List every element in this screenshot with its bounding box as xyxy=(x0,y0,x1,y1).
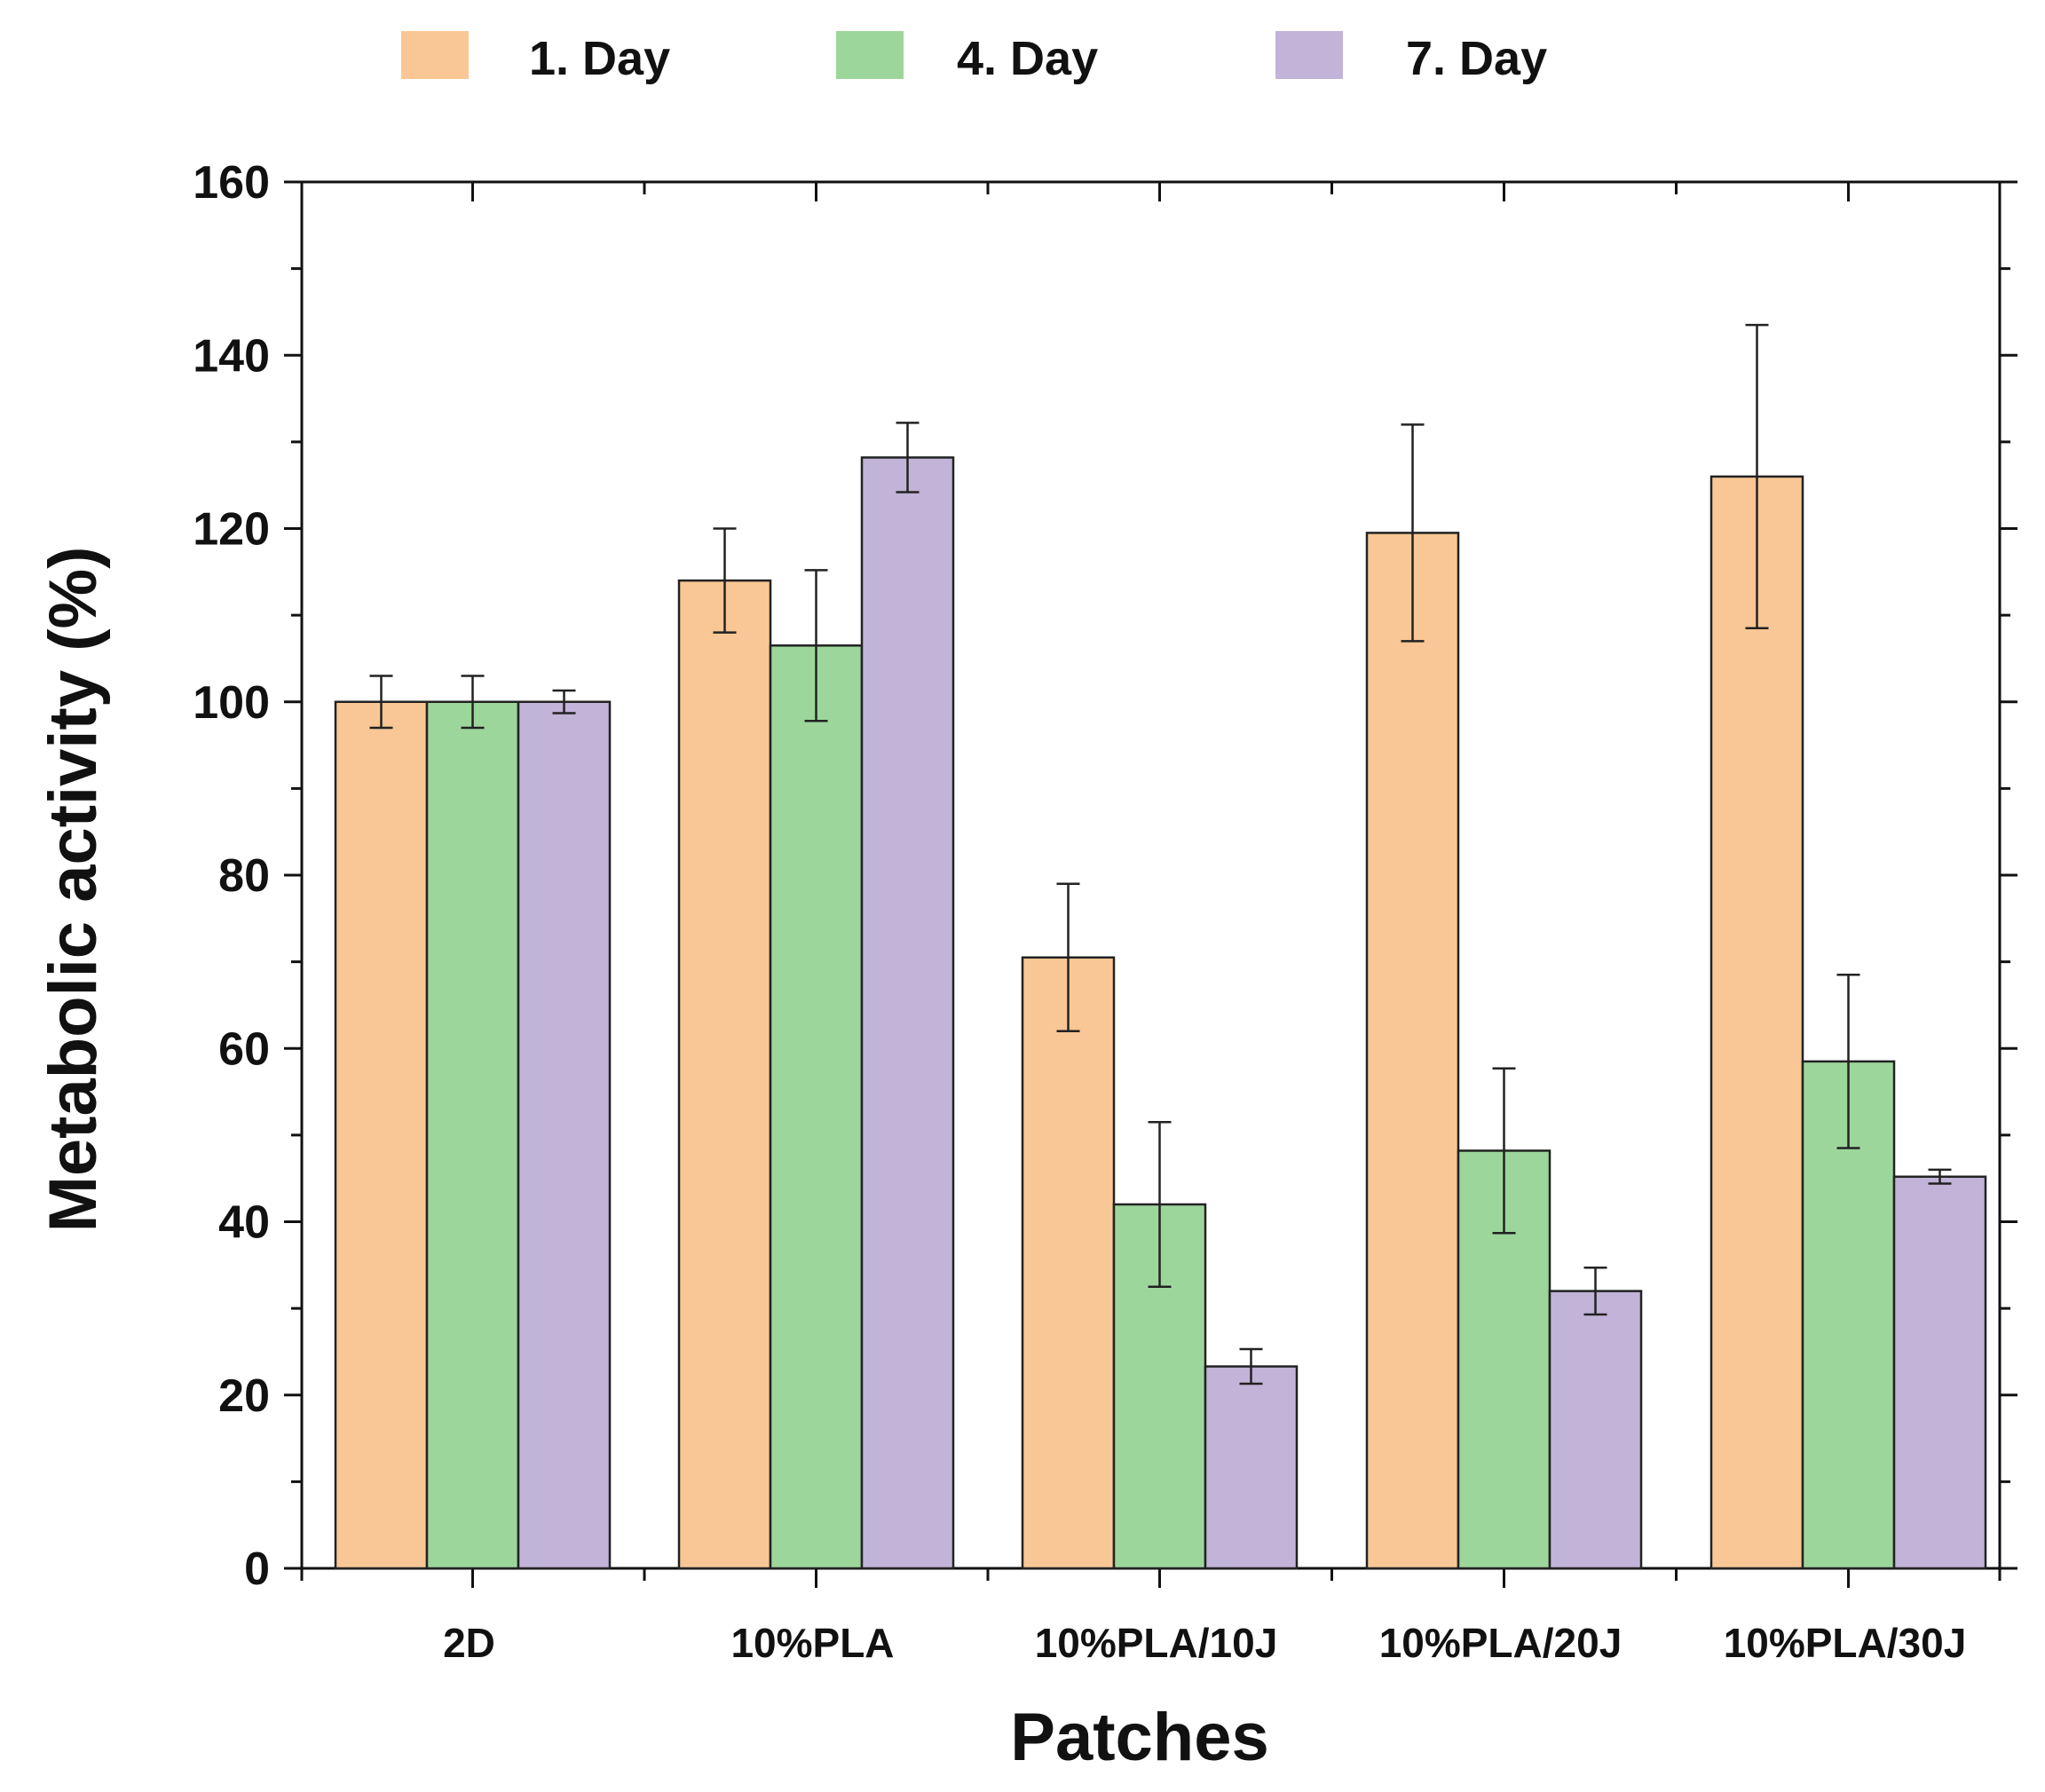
y-tick-label: 0 xyxy=(244,1543,270,1595)
bar xyxy=(860,456,955,1570)
x-tick-label: 2D xyxy=(443,1620,495,1666)
x-tick-label: 10%PLA/30J xyxy=(1724,1620,1967,1666)
legend-label-day-7: 7. Day xyxy=(1406,32,1547,85)
y-tick-label: 80 xyxy=(218,850,270,902)
legend-swatch-day-1 xyxy=(401,31,469,79)
bar xyxy=(334,700,429,1570)
x-tick-label: 10%PLA/10J xyxy=(1035,1620,1278,1666)
y-tick-label: 160 xyxy=(193,157,270,209)
bar xyxy=(769,644,864,1570)
bar xyxy=(425,700,520,1570)
x-tick-label: 10%PLA xyxy=(730,1620,894,1666)
bar xyxy=(1204,1365,1299,1570)
bar xyxy=(1892,1175,1987,1570)
y-tick-label: 60 xyxy=(218,1023,270,1075)
y-tick-label: 140 xyxy=(193,330,270,382)
legend: 1. Day 4. Day 7. Day xyxy=(401,31,1547,85)
legend-label-day-4: 4. Day xyxy=(957,32,1098,85)
y-tick-label: 100 xyxy=(193,677,270,729)
y-tick-label: 40 xyxy=(218,1197,270,1249)
bar xyxy=(1548,1290,1643,1570)
legend-swatch-day-4 xyxy=(836,31,904,79)
bar xyxy=(517,700,612,1570)
y-tick-label: 120 xyxy=(193,504,270,556)
x-tick-label: 10%PLA/20J xyxy=(1379,1620,1623,1666)
y-tick-label: 20 xyxy=(218,1370,270,1422)
x-axis-title: Patches xyxy=(1010,1700,1269,1775)
bar xyxy=(1709,475,1804,1570)
bar xyxy=(1021,956,1116,1570)
plot-area: 0 20 40 60 80 100 120 140 160 2D 10%PLA 10%PLA/10J 1… xyxy=(193,157,2017,1666)
legend-swatch-day-7 xyxy=(1275,31,1343,79)
legend-label-day-1: 1. Day xyxy=(529,32,670,85)
bar xyxy=(677,579,772,1570)
bar xyxy=(1365,532,1460,1570)
y-axis-title: Metabolic activity (%) xyxy=(36,547,111,1233)
